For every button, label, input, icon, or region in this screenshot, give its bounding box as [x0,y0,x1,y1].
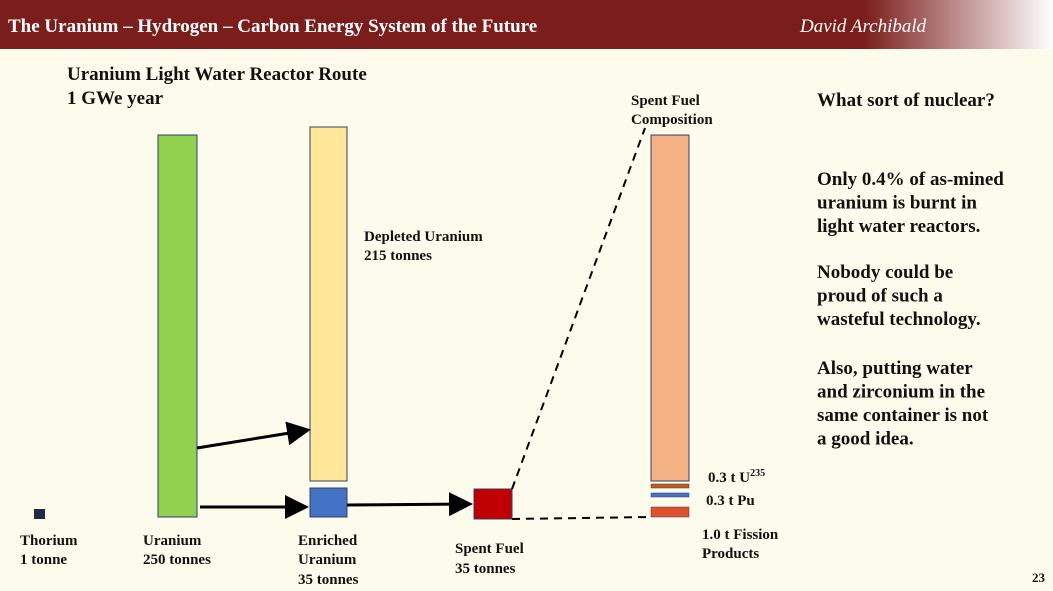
label: Enriched [298,533,358,549]
label: Products [702,546,759,562]
label-text: 0.3 t U [708,470,750,486]
label: 0.3 t Pu [706,493,755,509]
dashed-line [511,516,652,520]
label: 0.3 t U235 [708,468,765,486]
arrow [346,492,473,517]
sidebar-line: uranium is burnt in [817,193,977,214]
sidebar-line: Also, putting water [817,358,973,379]
sidebar-line: light water reactors. [817,216,980,237]
label: 35 tonnes [298,572,359,588]
sidebar-line: wasteful technology. [817,309,981,330]
header-bar [0,0,1053,49]
label: 1 tonne [20,552,67,568]
depleted-bar [309,126,348,482]
label: Composition [631,112,713,128]
label: 250 tonnes [143,552,211,568]
label: Uranium [298,552,357,568]
composition-bar [650,134,690,482]
label: Thorium [20,533,78,549]
label: 215 tonnes [364,248,432,264]
label: 1.0 t Fission [702,527,779,543]
superscript: 235 [750,468,765,479]
sidebar-question: What sort of nuclear? [817,90,995,111]
sidebar-line: same container is not [817,405,989,426]
sidebar-line: proud of such a [817,286,943,307]
label: 35 tonnes [455,561,516,577]
enriched-bar [309,487,348,518]
heading: Uranium Light Water Reactor Route [67,64,367,85]
sidebar: Only 0.4% of as-mined uranium is burnt in… [817,169,1004,450]
thorium-block [34,509,45,519]
header-author: David Archibald [799,16,927,37]
label: Spent Fuel [455,541,524,557]
label: Uranium [143,533,202,549]
fission-band [650,506,690,518]
label: Depleted Uranium [364,229,483,245]
uranium-bar [157,134,198,518]
heading: 1 GWe year [67,88,164,109]
arrow [196,421,311,450]
page-number: 23 [1032,570,1046,585]
sidebar-line: Only 0.4% of as-mined [817,169,1004,190]
sidebar-line: and zirconium in the [817,382,985,403]
header-title: The Uranium – Hydrogen – Carbon Energy S… [8,16,537,37]
label: Spent Fuel [631,93,700,109]
pu-band [650,492,690,498]
sidebar-line: Nobody could be [817,262,953,283]
u235-band [650,483,690,489]
spent-fuel-bar [473,488,513,520]
sidebar-line: a good idea. [817,429,914,450]
